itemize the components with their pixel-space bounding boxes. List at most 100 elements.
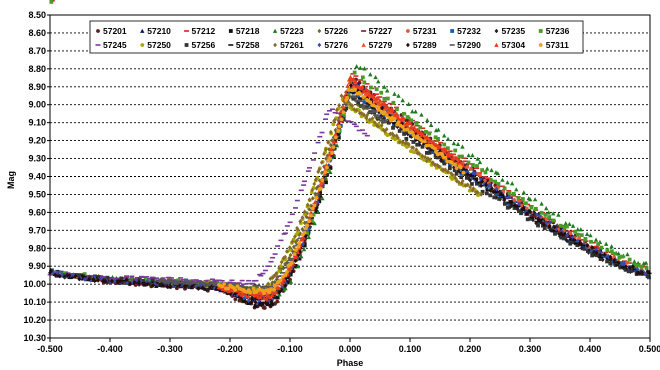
data-point bbox=[364, 83, 370, 85]
legend-item-57245: 57245 bbox=[95, 40, 127, 50]
data-point bbox=[396, 135, 400, 141]
data-point bbox=[256, 298, 261, 303]
data-point bbox=[384, 103, 390, 109]
legend-label: 57289 bbox=[413, 40, 437, 50]
data-point bbox=[452, 168, 457, 173]
data-point bbox=[323, 118, 329, 120]
data-point bbox=[567, 239, 572, 244]
data-point bbox=[179, 282, 185, 284]
data-point bbox=[534, 220, 540, 223]
y-tick-label: 8.60 bbox=[28, 28, 46, 38]
data-point bbox=[445, 159, 450, 164]
series-57256 bbox=[49, 96, 650, 299]
data-point bbox=[384, 126, 389, 132]
data-point bbox=[538, 219, 543, 225]
data-point bbox=[603, 251, 609, 254]
data-point bbox=[391, 123, 396, 128]
data-point bbox=[326, 168, 331, 173]
data-point bbox=[409, 124, 414, 130]
data-point bbox=[457, 154, 462, 159]
legend-item-57311: 57311 bbox=[538, 40, 569, 50]
data-point bbox=[222, 282, 226, 286]
data-point bbox=[312, 203, 317, 208]
data-point bbox=[524, 211, 529, 216]
data-point bbox=[382, 96, 387, 101]
x-tick-label: 0.200 bbox=[459, 344, 482, 354]
data-point bbox=[598, 257, 603, 262]
x-tick-label: -0.500 bbox=[37, 344, 63, 354]
y-tick-label: 9.40 bbox=[28, 172, 46, 182]
data-point bbox=[339, 117, 344, 122]
data-point bbox=[298, 218, 303, 224]
data-point bbox=[425, 117, 430, 123]
data-point bbox=[619, 261, 624, 266]
series-57289 bbox=[48, 83, 650, 309]
data-point bbox=[326, 140, 331, 145]
legend-marker bbox=[494, 28, 499, 34]
data-point bbox=[494, 186, 499, 192]
data-point bbox=[283, 283, 288, 288]
data-point bbox=[392, 121, 398, 124]
data-point bbox=[116, 277, 122, 280]
data-point bbox=[323, 147, 328, 152]
data-point bbox=[53, 272, 58, 278]
data-point bbox=[553, 230, 559, 232]
data-point bbox=[516, 196, 521, 200]
data-point bbox=[62, 275, 68, 277]
data-point bbox=[324, 180, 328, 185]
data-point bbox=[356, 93, 361, 98]
data-point bbox=[171, 282, 177, 284]
data-point bbox=[119, 276, 124, 281]
data-point bbox=[302, 220, 307, 226]
data-point bbox=[387, 113, 392, 119]
data-point bbox=[319, 131, 325, 134]
x-tick-label: -0.300 bbox=[157, 344, 183, 354]
data-point bbox=[379, 113, 384, 119]
data-point bbox=[617, 255, 622, 260]
data-point bbox=[543, 212, 548, 217]
data-point bbox=[515, 205, 521, 208]
data-point bbox=[520, 207, 525, 212]
data-point bbox=[528, 209, 533, 215]
data-point bbox=[305, 170, 311, 172]
data-point bbox=[89, 275, 95, 277]
y-tick-label: 9.10 bbox=[28, 118, 46, 128]
data-point bbox=[287, 259, 293, 262]
data-point bbox=[623, 264, 628, 270]
legend-box bbox=[89, 20, 584, 54]
data-point bbox=[253, 299, 258, 305]
data-point bbox=[315, 209, 321, 215]
data-point bbox=[380, 121, 386, 123]
legend-label: 57276 bbox=[324, 40, 348, 50]
data-point bbox=[137, 282, 142, 287]
data-point bbox=[486, 177, 492, 180]
data-point bbox=[150, 278, 155, 283]
data-point bbox=[260, 301, 265, 306]
data-point bbox=[250, 291, 256, 297]
data-point bbox=[353, 78, 358, 84]
data-point bbox=[609, 244, 614, 249]
data-point bbox=[479, 183, 484, 189]
data-point bbox=[595, 253, 599, 258]
data-point bbox=[361, 106, 366, 111]
data-point bbox=[362, 66, 367, 71]
y-tick-label: 8.50 bbox=[28, 10, 46, 20]
data-point bbox=[492, 195, 497, 200]
data-point bbox=[433, 142, 439, 147]
data-point bbox=[449, 152, 454, 157]
legend-marker bbox=[184, 43, 189, 47]
data-point bbox=[385, 96, 390, 101]
data-point bbox=[314, 196, 319, 200]
data-point bbox=[428, 122, 434, 127]
data-point bbox=[160, 281, 165, 286]
data-point bbox=[219, 279, 225, 282]
data-point bbox=[231, 282, 237, 284]
data-point bbox=[594, 250, 599, 256]
data-point bbox=[288, 279, 294, 284]
data-point bbox=[310, 206, 315, 211]
data-point bbox=[161, 279, 167, 281]
data-point bbox=[281, 233, 287, 235]
data-point bbox=[443, 156, 448, 160]
legend-item-57212: 57212 bbox=[184, 26, 215, 36]
data-point bbox=[160, 277, 166, 279]
